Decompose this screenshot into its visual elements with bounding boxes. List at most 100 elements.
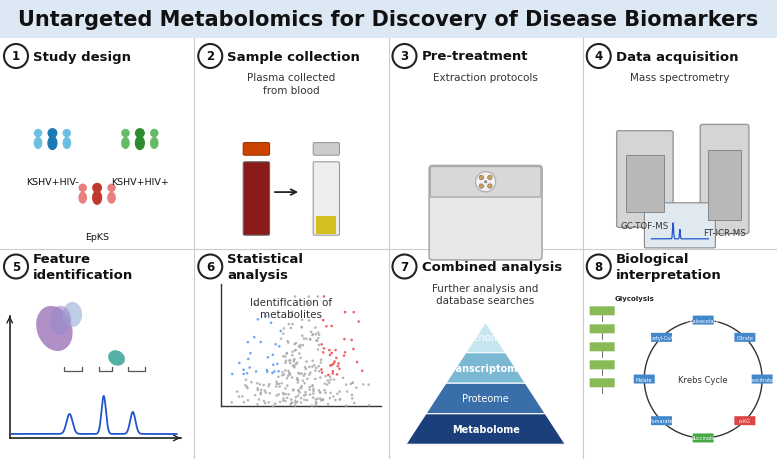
Point [244, 350, 256, 357]
FancyBboxPatch shape [644, 203, 716, 248]
FancyBboxPatch shape [590, 379, 615, 387]
Point [298, 372, 310, 380]
Point [312, 335, 325, 342]
Point [277, 397, 290, 404]
Text: GC-TOF-MS: GC-TOF-MS [621, 222, 669, 231]
Point [253, 381, 266, 388]
Point [286, 399, 298, 407]
Text: Succinate: Succinate [692, 436, 715, 441]
Point [351, 358, 364, 366]
Point [312, 341, 325, 349]
Text: Acetyl-CoA: Acetyl-CoA [648, 335, 674, 340]
FancyBboxPatch shape [590, 360, 615, 369]
Point [231, 388, 243, 395]
Point [267, 361, 280, 369]
Point [298, 370, 311, 378]
Text: Identification of
metabolites: Identification of metabolites [250, 297, 333, 319]
Point [294, 344, 306, 351]
Point [303, 371, 315, 378]
Point [277, 330, 290, 338]
Point [274, 383, 286, 390]
FancyBboxPatch shape [708, 150, 741, 220]
Point [330, 354, 343, 362]
Text: Metabolome: Metabolome [451, 424, 520, 434]
Point [246, 379, 258, 386]
Point [242, 339, 254, 346]
Point [293, 343, 305, 350]
Point [263, 381, 276, 388]
Point [277, 395, 290, 403]
Point [280, 350, 293, 357]
Circle shape [4, 45, 28, 69]
Point [314, 389, 326, 396]
Point [292, 386, 305, 394]
Point [303, 383, 315, 391]
Point [340, 381, 353, 388]
Point [306, 358, 319, 365]
Point [238, 398, 250, 406]
Point [267, 369, 279, 377]
FancyBboxPatch shape [313, 143, 340, 156]
Point [310, 399, 322, 406]
Point [311, 337, 323, 345]
Point [338, 336, 350, 343]
Point [294, 385, 307, 392]
Point [262, 354, 274, 361]
Point [324, 352, 336, 359]
Text: Feature
identification: Feature identification [33, 253, 133, 281]
Circle shape [108, 185, 115, 192]
Point [347, 346, 360, 353]
Point [347, 379, 359, 386]
Point [282, 339, 294, 347]
Point [327, 393, 340, 400]
Point [270, 341, 282, 348]
Point [277, 390, 289, 397]
Point [288, 341, 301, 348]
Point [316, 369, 329, 376]
FancyBboxPatch shape [651, 333, 672, 342]
Point [289, 399, 301, 407]
Point [287, 358, 300, 365]
Circle shape [479, 176, 483, 180]
Text: Pre-treatment: Pre-treatment [421, 50, 528, 63]
Point [277, 353, 290, 360]
Point [280, 359, 292, 367]
Point [263, 390, 276, 397]
Point [289, 402, 301, 409]
Point [333, 365, 346, 373]
Point [242, 397, 254, 404]
Point [260, 389, 272, 396]
Point [307, 331, 319, 338]
Point [329, 347, 342, 354]
Point [252, 385, 264, 392]
Circle shape [479, 185, 483, 189]
Point [280, 385, 292, 392]
Point [286, 399, 298, 407]
Point [286, 374, 298, 381]
Point [284, 370, 296, 377]
FancyBboxPatch shape [316, 217, 336, 234]
Point [292, 392, 305, 399]
Point [277, 391, 290, 398]
Circle shape [484, 181, 487, 184]
Text: Untargeted Metabolomics for Discovery of Disease Biomarkers: Untargeted Metabolomics for Discovery of… [19, 10, 758, 29]
Circle shape [488, 176, 492, 180]
Point [295, 382, 308, 390]
Point [289, 397, 301, 404]
Point [309, 375, 322, 383]
Point [333, 396, 346, 403]
Text: 1: 1 [12, 50, 20, 63]
Point [341, 388, 354, 395]
Point [322, 401, 334, 408]
Point [288, 356, 301, 363]
Point [279, 353, 291, 360]
Point [273, 381, 285, 388]
Point [324, 376, 336, 384]
Circle shape [122, 130, 129, 137]
Point [243, 364, 256, 371]
Polygon shape [406, 414, 566, 444]
Point [346, 395, 358, 402]
Point [315, 359, 327, 367]
Text: Data acquisition: Data acquisition [615, 50, 738, 63]
Point [324, 362, 336, 369]
